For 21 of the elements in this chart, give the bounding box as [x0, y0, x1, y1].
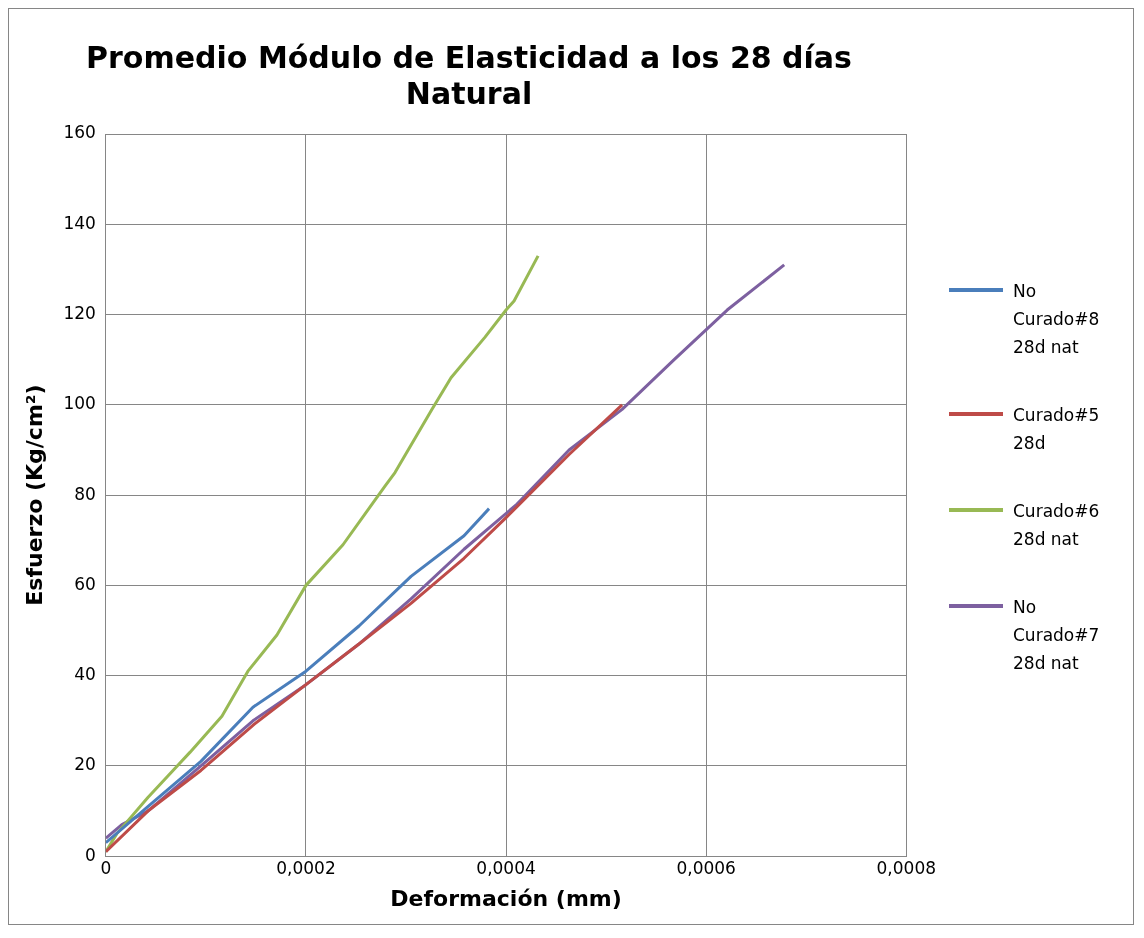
- y-tick-label: 120: [63, 302, 96, 323]
- legend-label: Curado#6 28d nat: [1013, 499, 1101, 551]
- legend-label: Curado#5 28d: [1013, 403, 1101, 455]
- y-tick-label: 140: [63, 212, 96, 233]
- chart-title: Promedio Módulo de Elasticidad a los 28 días Natural: [86, 39, 852, 111]
- x-tick-label: 0: [100, 857, 112, 878]
- y-tick-label: 0: [85, 844, 96, 865]
- y-tick-label: 80: [74, 483, 96, 504]
- y-tick-label: 100: [63, 392, 96, 413]
- x-tick-label: 0,0008: [876, 857, 936, 878]
- x-tick-label: 0,0002: [276, 857, 336, 878]
- legend-label: No Curado#8 28d nat: [1013, 279, 1101, 359]
- y-tick-label: 60: [74, 573, 96, 594]
- y-tick-label: 160: [63, 121, 96, 142]
- y-tick-label: 40: [74, 663, 96, 684]
- legend-label: No Curado#7 28d nat: [1013, 595, 1101, 675]
- x-axis-title: Deformación (mm): [390, 885, 622, 911]
- y-axis-title: Esfuerzo (Kg/cm²): [21, 383, 47, 606]
- y-tick-label: 20: [74, 753, 96, 774]
- x-tick-label: 0,0004: [476, 857, 536, 878]
- x-tick-label: 0,0006: [676, 857, 736, 878]
